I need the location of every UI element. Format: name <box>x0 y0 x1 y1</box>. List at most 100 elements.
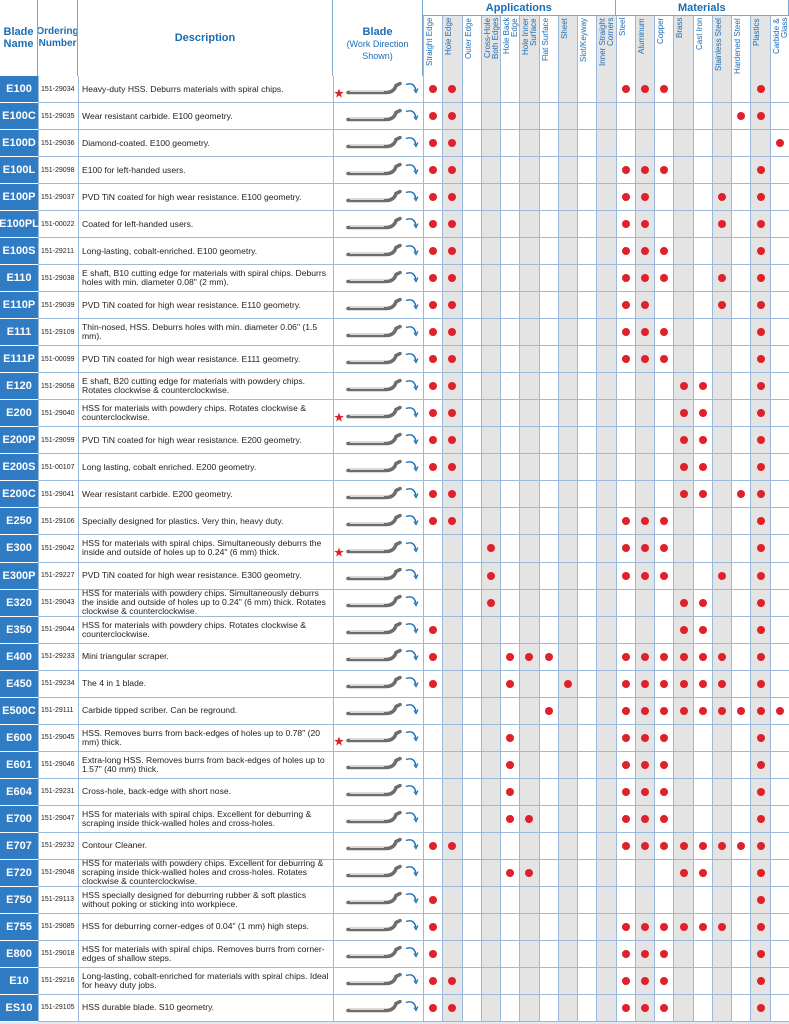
dot-cell <box>442 724 462 752</box>
dot-cell <box>692 535 712 563</box>
dot <box>621 814 630 823</box>
dot-cell <box>769 292 789 320</box>
dot-cell <box>461 589 481 617</box>
description: Extra-long HSS. Removes burrs from back-… <box>78 751 333 779</box>
blade-shaft <box>346 594 402 608</box>
dot-cell <box>769 886 789 914</box>
dot-cell <box>673 346 693 374</box>
dot-cell <box>673 76 693 104</box>
dot <box>756 247 765 256</box>
dot-cell <box>692 697 712 725</box>
dot-cell <box>480 697 501 725</box>
dot-cell <box>692 211 712 239</box>
dot <box>544 706 553 715</box>
dot-cell <box>519 319 539 347</box>
dot-cell <box>596 346 616 374</box>
blade-name: E250 <box>0 508 38 536</box>
dot <box>429 355 438 364</box>
dot-cell <box>577 292 597 320</box>
dot-cell <box>731 832 751 860</box>
blade-image <box>333 535 423 563</box>
dot-cell <box>615 481 635 509</box>
ordering-number: 151-29099 <box>38 427 78 455</box>
dot-cell <box>519 562 539 590</box>
dot-cell <box>692 994 712 1022</box>
dot-cell <box>731 643 751 671</box>
blade-image <box>333 481 423 509</box>
dot-cell <box>500 886 520 914</box>
dot-cell <box>538 643 558 671</box>
dot <box>756 760 765 769</box>
dot-cell <box>769 994 789 1022</box>
ordering-number: 151-29098 <box>38 157 78 185</box>
dot-cell <box>577 940 597 968</box>
dot <box>660 328 669 337</box>
blade-name: E110P <box>0 292 38 320</box>
dot-cell <box>692 805 712 833</box>
dot-cell <box>673 886 693 914</box>
dot <box>641 814 650 823</box>
dot-cell <box>500 481 520 509</box>
description: Carbide tipped scriber. Can be reground. <box>78 697 333 725</box>
arrow-head <box>413 952 419 959</box>
blade-shaft <box>346 540 402 554</box>
blade-drawing <box>346 838 419 851</box>
dot-cell <box>596 967 616 995</box>
blade-image <box>333 589 423 617</box>
dot-cell <box>615 751 635 779</box>
blade-image <box>333 616 423 644</box>
dot-cell <box>461 76 481 104</box>
blade-image <box>333 508 423 536</box>
arrow-head <box>413 358 419 364</box>
dot <box>621 949 630 958</box>
dot-cell <box>519 481 539 509</box>
dot-cell <box>519 103 539 131</box>
dot <box>641 733 650 742</box>
dot <box>641 220 650 229</box>
dot-cell <box>557 886 578 914</box>
blade-name: E601 <box>0 751 38 779</box>
dot-cell <box>596 157 616 185</box>
dot <box>544 652 553 661</box>
dot-cell <box>500 832 520 860</box>
dot-cell <box>596 832 616 860</box>
dot-cell <box>654 697 674 725</box>
column-header: Stainless Steel <box>711 16 732 76</box>
dot-cell <box>557 454 578 482</box>
dot <box>429 436 438 445</box>
blade-name: E110 <box>0 265 38 293</box>
blade-drawing <box>346 135 419 148</box>
dot-cell <box>673 508 693 536</box>
dot <box>641 328 650 337</box>
dot-cell <box>538 562 558 590</box>
dot-cell <box>538 697 558 725</box>
blade-image <box>333 562 423 590</box>
dot-cell <box>634 589 655 617</box>
column-label: Aluminum <box>636 18 646 54</box>
dot-cell <box>673 184 693 212</box>
dot <box>698 652 707 661</box>
dot-cell <box>731 481 751 509</box>
dot <box>448 112 457 121</box>
blade-shaft <box>346 351 402 365</box>
dot <box>756 382 765 391</box>
dot-cell <box>711 994 732 1022</box>
dot-cell <box>750 535 770 563</box>
dot-cell <box>634 967 655 995</box>
dot <box>679 706 688 715</box>
blade-drawing <box>334 729 419 746</box>
dot-cell <box>711 589 732 617</box>
dot-cell <box>538 346 558 374</box>
blade-drawing <box>334 405 419 422</box>
dot <box>660 85 669 93</box>
dot-cell <box>557 427 578 455</box>
blade-drawing <box>346 459 419 473</box>
blade-shaft <box>346 973 402 986</box>
dot-cell <box>731 157 751 185</box>
dot-cell <box>634 805 655 833</box>
dot-cell <box>519 616 539 644</box>
dot-cell <box>654 292 674 320</box>
dot-cell <box>692 670 712 698</box>
blade-name: E700 <box>0 805 38 833</box>
dot <box>756 652 765 661</box>
